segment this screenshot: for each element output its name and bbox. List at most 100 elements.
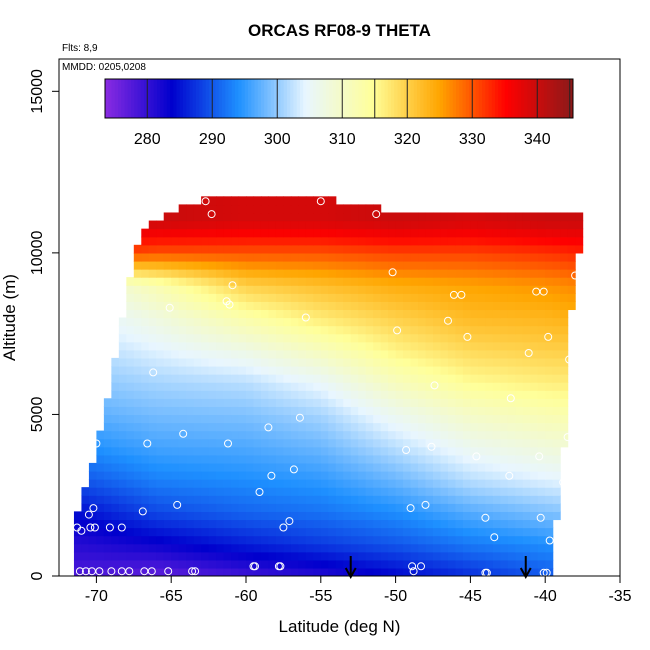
heatmap-cell [133,479,142,488]
heatmap-cell [186,212,195,222]
sample-point [201,197,210,206]
heatmap-cell [290,196,299,206]
heatmap-cell [320,228,329,238]
heatmap-cell [335,374,344,383]
heatmap-cell [462,382,471,391]
colorbar-swatch [371,79,376,118]
sample-point [506,394,515,403]
heatmap-cell [410,527,419,537]
heatmap-cell [118,414,127,424]
heatmap-cell [313,301,322,311]
heatmap-cell [171,341,180,351]
heatmap-cell [350,438,359,448]
heatmap-cell [515,325,524,335]
heatmap-cell [380,374,389,383]
heatmap-cell [425,349,434,359]
heatmap-cell [403,244,412,254]
heatmap-cell [283,341,292,351]
heatmap-cell [537,462,546,472]
heatmap-cell [462,567,471,576]
heatmap-cell [560,293,569,302]
heatmap-cell [358,559,367,569]
heatmap-cell [328,503,337,512]
heatmap-cell [268,567,277,576]
heatmap-cell [477,503,486,512]
heatmap-cell [343,503,352,512]
heatmap-cell [425,543,434,553]
heatmap-cell [133,325,142,335]
colorbar-swatch [345,79,350,118]
heatmap-cell [328,438,337,448]
heatmap-cell [440,277,449,286]
heatmap-cell [537,551,546,561]
heatmap-cell [231,309,240,319]
heatmap-cell [163,228,172,238]
heatmap-cell [440,519,449,529]
heatmap-cell [358,519,367,529]
heatmap-cell [246,228,255,238]
heatmap-cell [395,495,404,504]
heatmap-cell [380,503,389,512]
heatmap-cell [373,454,382,464]
heatmap-cell [320,414,329,424]
heatmap-cell [395,543,404,553]
heatmap-cell [328,430,337,440]
heatmap-cell [298,454,307,464]
heatmap-cell [103,511,112,521]
heatmap-cell [328,260,337,270]
heatmap-cell [223,285,232,294]
heatmap-cell [171,406,180,416]
heatmap-cell [328,374,337,383]
heatmap-cell [515,382,524,391]
heatmap-cell [440,260,449,270]
heatmap-cell [485,470,494,480]
heatmap-cell [133,293,142,302]
heatmap-cell [552,349,561,359]
heatmap-cell [231,244,240,254]
heatmap-cell [470,487,479,496]
heatmap-cell [358,341,367,351]
heatmap-cell [313,438,322,448]
heatmap-cell [305,462,314,472]
heatmap-cell [275,446,284,456]
heatmap-cell [148,430,157,440]
heatmap-cell [275,543,284,553]
heatmap-cell [500,438,509,448]
heatmap-cell [305,438,314,448]
heatmap-cell [425,365,434,375]
heatmap-cell [560,236,569,246]
heatmap-cell [350,277,359,286]
heatmap-cell [320,269,329,278]
heatmap-cell [320,462,329,472]
heatmap-cell [462,365,471,375]
heatmap-cell [492,503,501,512]
heatmap-cell [216,543,225,553]
heatmap-cell [163,462,172,472]
heatmap-cell [148,503,157,512]
heatmap-cell [425,487,434,496]
heatmap-cell [88,479,97,488]
heatmap-cell [103,519,112,529]
heatmap-cell [567,277,576,286]
sample-point [279,523,288,532]
heatmap-cell [328,559,337,569]
heatmap-cell [507,406,516,416]
heatmap-cell [477,325,486,335]
heatmap-cell [470,422,479,432]
heatmap-cell [373,285,382,294]
heatmap-cell [283,309,292,319]
heatmap-cell [260,559,270,569]
heatmap-cell [440,341,449,351]
heatmap-cell [73,535,83,545]
heatmap-cell [425,519,434,529]
heatmap-cell [216,204,225,214]
heatmap-cell [208,244,217,254]
heatmap-cell [246,454,255,464]
heatmap-cell [410,495,419,504]
heatmap-cell [298,406,307,416]
heatmap-cell [313,543,322,553]
heatmap-cell [433,390,442,399]
heatmap-cell [231,220,240,230]
heatmap-cell [350,567,359,576]
heatmap-cell [290,406,299,416]
